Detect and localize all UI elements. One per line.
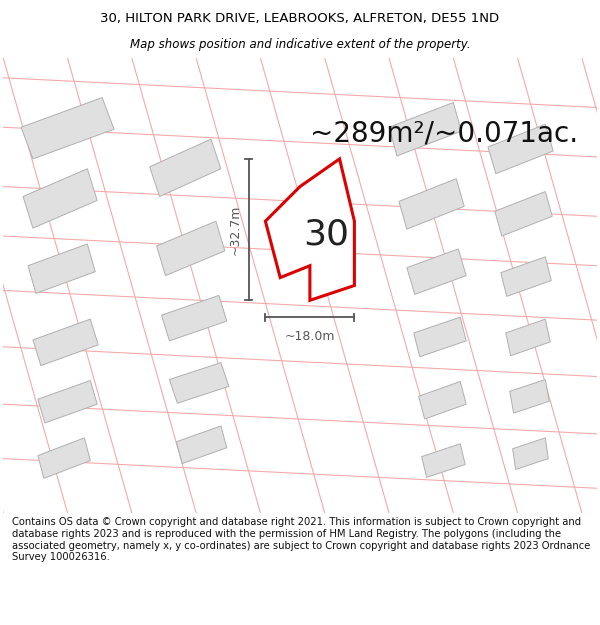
Polygon shape — [422, 444, 465, 478]
Polygon shape — [407, 249, 466, 294]
Polygon shape — [33, 319, 98, 366]
Polygon shape — [488, 124, 553, 174]
Text: ~18.0m: ~18.0m — [284, 330, 335, 343]
Polygon shape — [169, 362, 229, 403]
Text: Map shows position and indicative extent of the property.: Map shows position and indicative extent… — [130, 38, 470, 51]
Text: ~32.7m: ~32.7m — [228, 204, 241, 255]
Polygon shape — [161, 296, 227, 341]
Polygon shape — [389, 102, 461, 156]
Polygon shape — [21, 98, 114, 159]
Polygon shape — [149, 139, 221, 196]
Polygon shape — [176, 426, 227, 464]
Polygon shape — [495, 191, 552, 236]
Polygon shape — [399, 179, 464, 229]
Polygon shape — [157, 221, 225, 276]
Polygon shape — [38, 438, 91, 478]
Polygon shape — [509, 379, 549, 413]
Text: 30: 30 — [303, 217, 349, 252]
Polygon shape — [265, 159, 355, 301]
Polygon shape — [28, 244, 95, 293]
Polygon shape — [38, 381, 97, 423]
Polygon shape — [414, 317, 466, 357]
Polygon shape — [23, 169, 97, 228]
Text: ~289m²/~0.071ac.: ~289m²/~0.071ac. — [310, 119, 578, 148]
Text: Contains OS data © Crown copyright and database right 2021. This information is : Contains OS data © Crown copyright and d… — [12, 518, 590, 562]
Polygon shape — [512, 438, 548, 469]
Polygon shape — [506, 319, 550, 356]
Polygon shape — [501, 257, 551, 296]
Polygon shape — [419, 381, 466, 419]
Text: 30, HILTON PARK DRIVE, LEABROOKS, ALFRETON, DE55 1ND: 30, HILTON PARK DRIVE, LEABROOKS, ALFRET… — [100, 12, 500, 24]
